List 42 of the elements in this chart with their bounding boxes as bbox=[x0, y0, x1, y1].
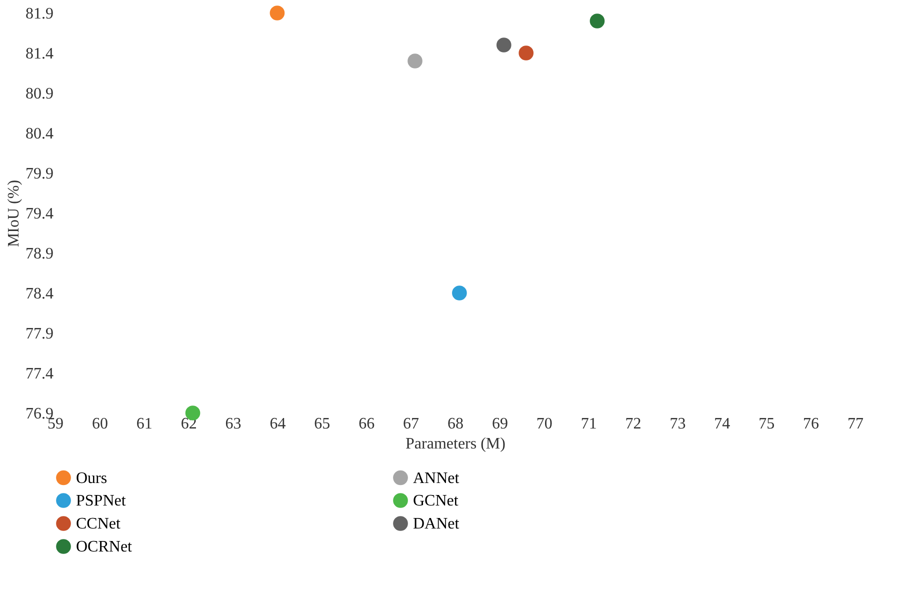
legend-label: DANet bbox=[413, 516, 460, 532]
y-tick-label: 81.9 bbox=[26, 6, 54, 22]
x-tick-label: 65 bbox=[314, 416, 330, 432]
x-tick-label: 60 bbox=[92, 416, 108, 432]
x-tick-label: 63 bbox=[225, 416, 242, 432]
legend-label: OCRNet bbox=[76, 538, 133, 556]
y-axis-title: MIoU (%) bbox=[6, 180, 22, 248]
point bbox=[496, 38, 512, 52]
x-tick-label: 64 bbox=[270, 416, 286, 432]
point bbox=[590, 14, 605, 28]
x-tick-label: 68 bbox=[448, 416, 464, 432]
y-tick-label: 78.4 bbox=[26, 286, 54, 302]
x-tick-label: 72 bbox=[625, 416, 642, 432]
x-tick-label: 67 bbox=[403, 416, 420, 432]
y-tick-label: 80.9 bbox=[26, 86, 54, 102]
y-tick-label: 78.9 bbox=[26, 246, 54, 262]
x-tick-label: 61 bbox=[136, 416, 152, 432]
x-tick-label: 73 bbox=[670, 416, 686, 432]
point bbox=[452, 286, 467, 300]
x-tick-label: 71 bbox=[580, 416, 597, 432]
y-tick-label: 79.9 bbox=[26, 166, 54, 182]
legend-label: PSPNet bbox=[76, 492, 126, 510]
point bbox=[270, 6, 285, 20]
point bbox=[408, 54, 422, 68]
y-tick-label: 77.4 bbox=[26, 366, 54, 382]
x-tick-label: 75 bbox=[758, 416, 775, 432]
x-tick-label: 77 bbox=[848, 416, 864, 432]
x-tick-label: 66 bbox=[358, 416, 375, 432]
x-axis-title: Parameters (M) bbox=[406, 436, 506, 452]
y-tick-label: 81.4 bbox=[26, 46, 54, 62]
y-tick-label: 79.4 bbox=[26, 206, 54, 222]
legend-label: GCNet bbox=[413, 492, 459, 510]
x-tick-label: 69 bbox=[492, 416, 508, 432]
legend-label: CCNet bbox=[76, 516, 121, 532]
y-tick-label: 80.4 bbox=[26, 126, 54, 142]
y-tick-label: 77.9 bbox=[26, 326, 54, 342]
legend-label: ANNet bbox=[413, 470, 460, 487]
legend-label: Ours bbox=[76, 470, 108, 487]
x-tick-label: 70 bbox=[536, 416, 552, 432]
x-tick-label: 74 bbox=[714, 416, 730, 432]
x-tick-label: 76 bbox=[803, 416, 820, 432]
point bbox=[518, 46, 534, 60]
